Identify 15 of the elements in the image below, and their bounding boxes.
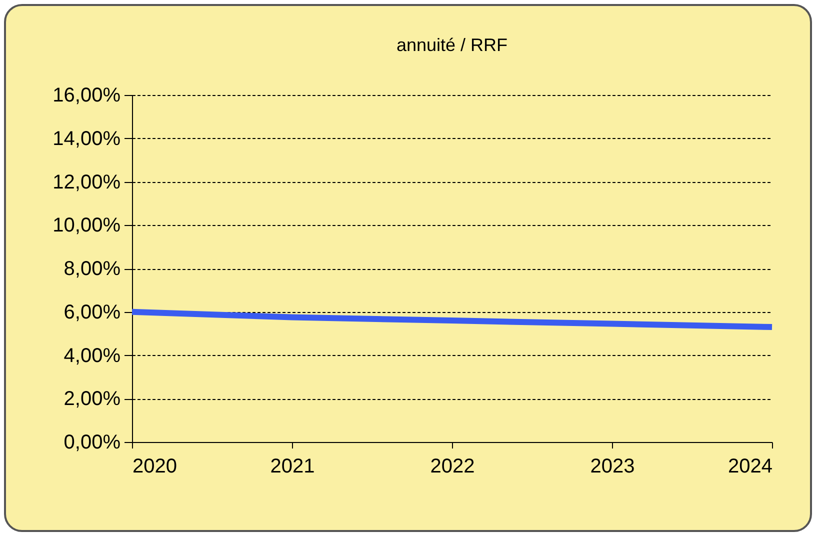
y-tick-label: 14,00%: [52, 128, 121, 150]
x-tick-label: 2021: [270, 456, 315, 478]
x-tick-label: 2024: [728, 456, 772, 478]
y-tick-label: 6,00%: [64, 301, 121, 324]
y-tick-label: 10,00%: [52, 214, 121, 237]
y-tick-label: 4,00%: [64, 344, 121, 367]
y-tick-label: 2,00%: [64, 388, 121, 410]
x-tick-label: 2023: [590, 456, 635, 478]
x-tick-label: 2022: [430, 456, 475, 478]
chart-title: annuité / RRF: [396, 35, 508, 55]
y-tick-label: 8,00%: [64, 258, 121, 280]
y-tick-label: 16,00%: [52, 84, 121, 106]
y-tick-label: 0,00%: [64, 432, 121, 454]
y-tick-label: 12,00%: [52, 171, 121, 194]
x-tick-label: 2020: [132, 456, 177, 478]
